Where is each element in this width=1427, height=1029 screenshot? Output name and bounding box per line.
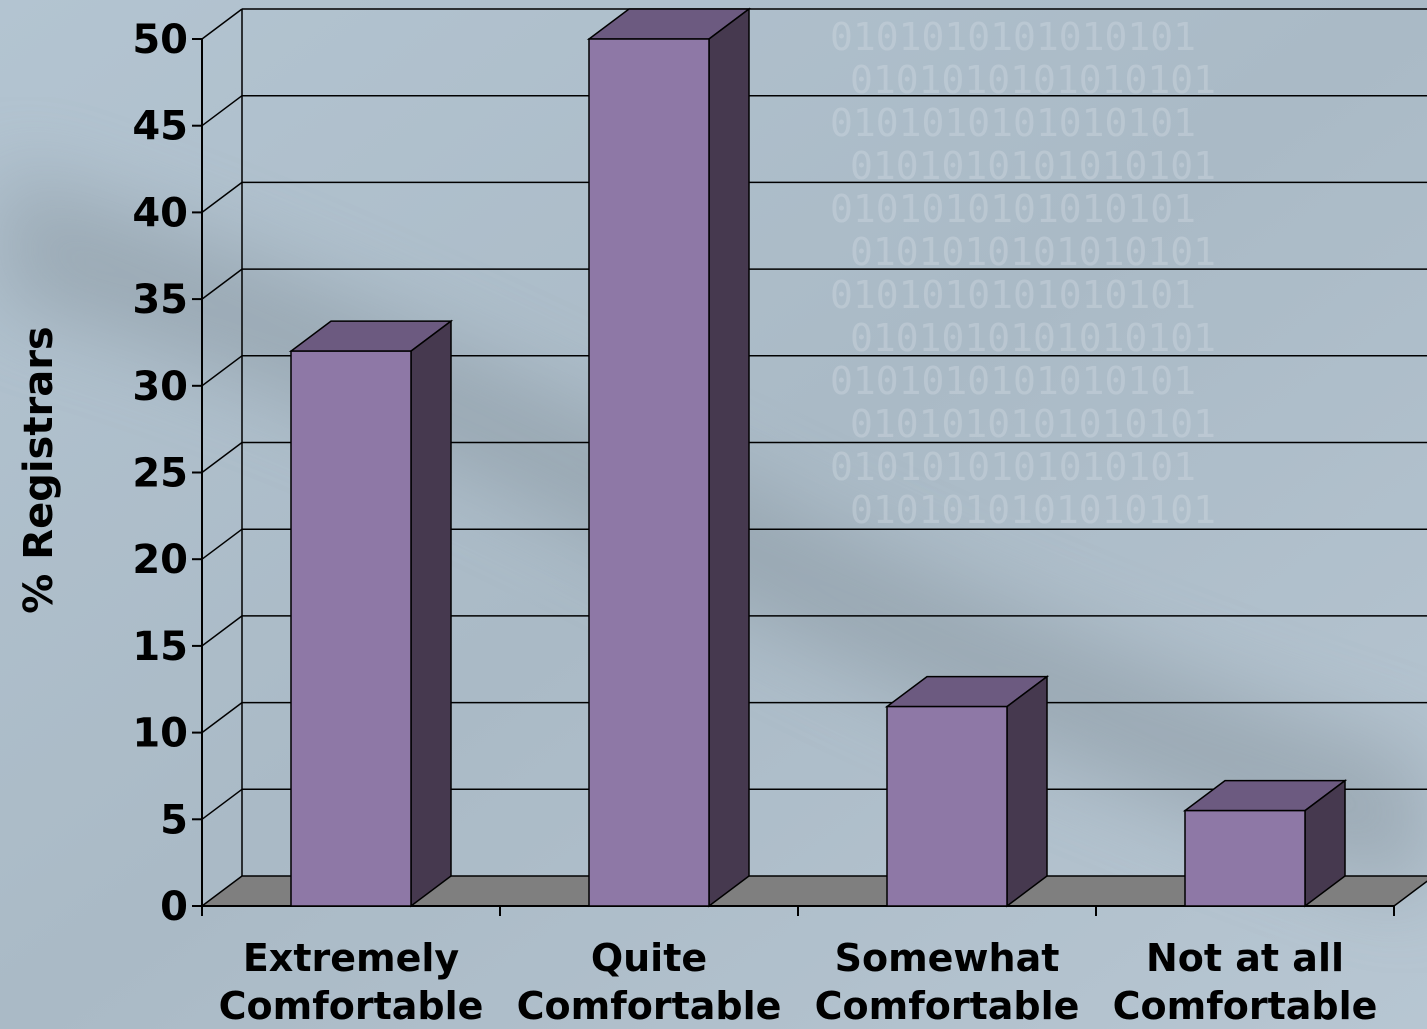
gridline-side [201,701,243,734]
x-category-label-line: Comfortable [517,984,782,1028]
bar-side-face [708,7,750,908]
binary-pattern-row: 0101010101010101 [830,15,1196,59]
x-category-label: Quite Comfortable [517,936,782,1028]
bar [288,319,454,908]
y-tick-label: 35 [132,277,188,323]
x-category-label: Somewhat Comfortable [815,936,1080,1028]
gridline-side [201,95,243,127]
x-category-label-line: Somewhat [835,936,1060,980]
x-category-label-line: Quite [591,936,707,980]
binary-pattern-row: 0101010101010101 [830,445,1196,489]
y-tick-label: 10 [132,711,188,757]
gridline-side [201,181,243,213]
y-tick-label: 5 [160,797,188,843]
x-category-label-line: Comfortable [219,984,484,1028]
bar-front-face [1184,809,1306,907]
gridline-side [201,355,243,387]
bar-front-face [886,705,1008,907]
gridline-side [201,268,243,300]
y-tick-label: 20 [132,537,188,583]
binary-pattern-row: 0101010101010101 [830,359,1196,403]
bar-front-face [290,350,412,907]
gridline-side [201,615,243,647]
binary-pattern-row: 0101010101010101 [850,230,1216,274]
x-ticks [201,906,1395,916]
gridline-side [201,441,243,474]
y-tick-label: 40 [132,190,188,236]
bars [288,7,1348,908]
bar-side-face [1006,675,1048,908]
binary-pattern-row: 0101010101010101 [850,316,1216,360]
y-tick-label: 45 [132,104,188,150]
y-tick-label: 0 [160,884,188,930]
x-category-label: Extremely Comfortable [219,936,484,1028]
bar-front-face [588,38,710,907]
gridline-side [201,788,243,820]
y-tick-label: 30 [132,364,188,410]
y-tick-label: 25 [132,451,188,497]
y-tick-label: 50 [132,17,188,63]
binary-pattern-row: 0101010101010101 [830,101,1196,145]
y-axis-title: % Registrars [16,326,62,613]
x-category-label-line: Not at all [1146,936,1344,980]
x-category-label-line: Comfortable [815,984,1080,1028]
y-tick-label: 15 [132,624,188,670]
x-category-label: Not at all Comfortable [1113,936,1378,1028]
y-ticks: 0 5 10 15 20 25 30 35 40 45 50 [132,17,202,930]
binary-pattern-row: 0101010101010101 [850,402,1216,446]
binary-pattern-row: 0101010101010101 [850,58,1216,102]
gridline-side [201,8,243,40]
x-category-label-line: Comfortable [1113,984,1378,1028]
x-category-label-line: Extremely [243,936,460,980]
binary-pattern-row: 0101010101010101 [850,144,1216,188]
bar-side-face [410,319,452,908]
gridline-side [201,528,243,560]
binary-pattern-decoration: 0101010101010101010101010101010101010101… [830,15,1216,532]
binary-pattern-row: 0101010101010101 [830,187,1196,231]
binary-pattern-row: 0101010101010101 [830,273,1196,317]
binary-pattern-row: 0101010101010101 [850,488,1216,532]
bar [1182,779,1348,908]
bar [586,7,752,908]
bar [884,675,1050,908]
